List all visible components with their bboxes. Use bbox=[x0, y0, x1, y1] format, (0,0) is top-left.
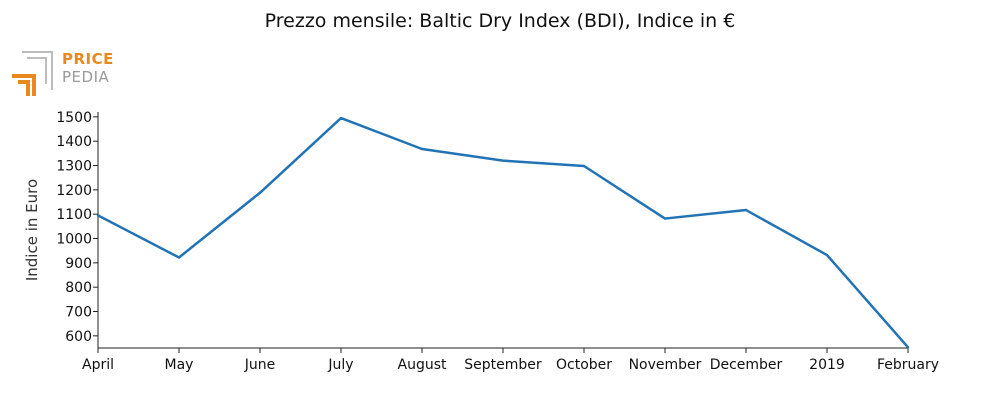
y-tick-label: 1500 bbox=[56, 110, 92, 126]
y-tick-label: 1200 bbox=[56, 183, 92, 199]
data-point bbox=[339, 116, 343, 120]
data-point bbox=[96, 214, 100, 217]
y-tick-label: 1400 bbox=[56, 134, 92, 150]
series-line bbox=[97, 116, 909, 349]
y-tick-label: 1000 bbox=[56, 232, 92, 248]
data-point bbox=[420, 147, 424, 151]
data-point bbox=[663, 217, 667, 220]
logo-mark-icon bbox=[12, 51, 53, 96]
data-point bbox=[582, 164, 586, 168]
x-tick-label: June bbox=[244, 357, 276, 373]
y-axis-title: Indice in Euro bbox=[23, 179, 41, 281]
y-tick-label: 1100 bbox=[56, 207, 92, 223]
y-tick-label: 900 bbox=[65, 256, 92, 272]
x-tick-label: 2019 bbox=[809, 357, 845, 373]
y-tick-label: 1300 bbox=[56, 159, 92, 175]
pricepedia-logo: PRICE PEDIA bbox=[10, 50, 120, 100]
x-tick-label: April bbox=[82, 357, 114, 373]
data-point bbox=[744, 208, 748, 212]
y-tick-label: 800 bbox=[65, 280, 92, 296]
x-tick-label: August bbox=[398, 357, 448, 373]
x-tick-label: October bbox=[556, 357, 612, 373]
x-tick-label: February bbox=[877, 357, 939, 373]
data-point bbox=[501, 159, 505, 162]
chart-title: Prezzo mensile: Baltic Dry Index (BDI), … bbox=[264, 10, 736, 32]
data-point bbox=[825, 253, 829, 257]
y-tick-label: 600 bbox=[65, 329, 92, 345]
x-tick-label: May bbox=[165, 357, 194, 373]
x-tick-label: December bbox=[710, 357, 783, 373]
y-tick-label: 700 bbox=[65, 305, 92, 321]
data-point bbox=[177, 256, 181, 259]
logo-text-price: PRICE bbox=[62, 50, 114, 68]
data-point bbox=[906, 346, 910, 349]
logo-text-pedia: PEDIA bbox=[62, 68, 110, 86]
x-tick-label: July bbox=[327, 357, 353, 373]
x-tick-label: September bbox=[464, 357, 542, 373]
x-tick-label: November bbox=[629, 357, 702, 373]
data-point bbox=[258, 191, 262, 194]
